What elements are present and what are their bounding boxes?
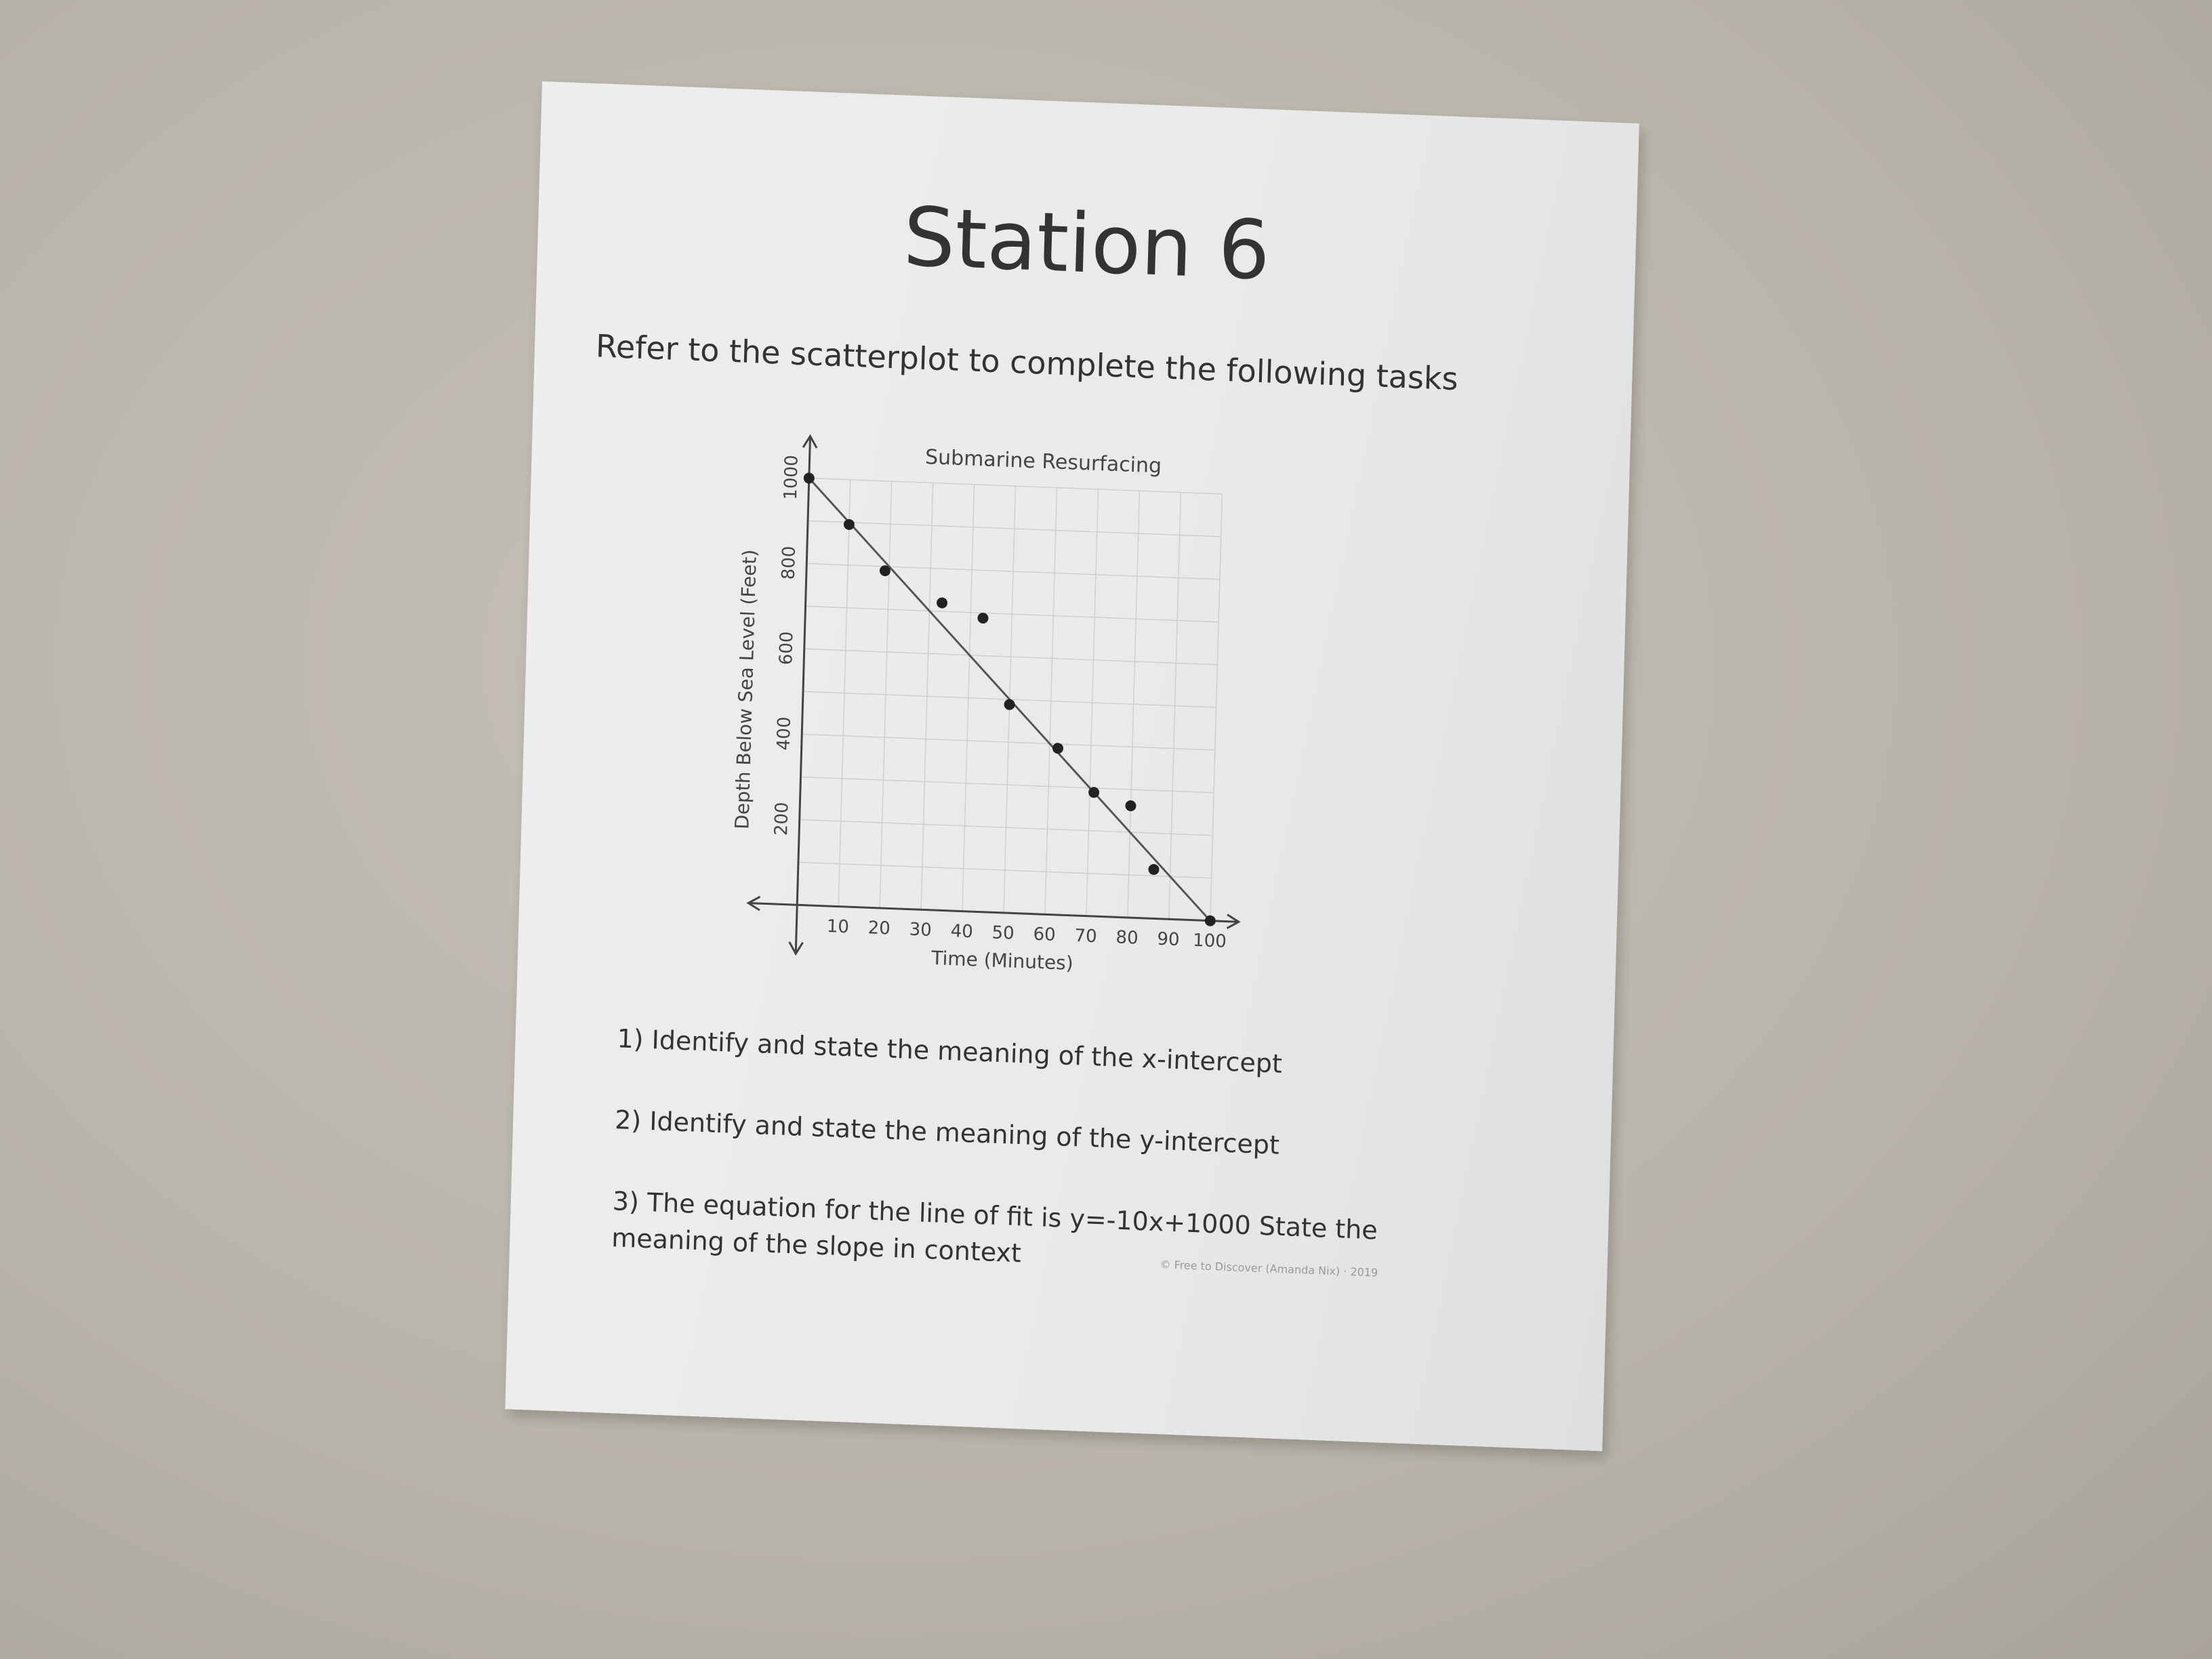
- arrow-left-icon: [746, 895, 761, 912]
- question-2: 2) Identify and state the meaning of the…: [614, 1105, 1280, 1160]
- arrow-up-icon: [802, 434, 818, 449]
- data-point: [1052, 743, 1064, 754]
- y-tick-label: 200: [771, 802, 792, 836]
- data-point: [843, 518, 855, 530]
- data-point: [1204, 915, 1216, 926]
- x-tick-label: 90: [1157, 929, 1180, 950]
- x-tick-label: 10: [826, 916, 849, 937]
- data-point: [879, 565, 890, 577]
- x-tick-label: 60: [1033, 924, 1056, 945]
- y-tick-label: 400: [774, 716, 795, 751]
- grid-line-horizontal: [804, 648, 1218, 665]
- data-point: [803, 472, 815, 484]
- data-point: [1088, 787, 1100, 798]
- arrow-down-icon: [788, 941, 804, 956]
- y-tick-label: 800: [779, 546, 800, 580]
- x-tick-label: 20: [867, 918, 890, 939]
- data-point: [977, 613, 989, 624]
- x-tick-label: 50: [991, 922, 1015, 943]
- grid-line-horizontal: [806, 562, 1220, 580]
- x-tick-label: 100: [1193, 930, 1227, 952]
- grid-line-horizontal: [808, 477, 1223, 495]
- data-point: [1125, 800, 1136, 812]
- grid-line-horizontal: [798, 861, 1212, 879]
- grid-line-horizontal: [799, 819, 1213, 836]
- page-title: Station 6: [902, 190, 1271, 299]
- y-tick-label: 1000: [781, 455, 802, 500]
- y-axis-label: Depth Below Sea Level (Feet): [731, 549, 761, 830]
- x-axis-label: Time (Minutes): [930, 947, 1073, 975]
- data-point: [1004, 699, 1015, 710]
- x-tick-label: 70: [1074, 926, 1097, 947]
- worksheet-paper: Station 6 Refer to the scatterplot to co…: [505, 81, 1639, 1452]
- x-tick-label: 80: [1115, 927, 1139, 948]
- grid-line-horizontal: [805, 605, 1219, 623]
- y-axis: [794, 437, 811, 953]
- instructions: Refer to the scatterplot to complete the…: [595, 327, 1459, 398]
- data-point: [1148, 863, 1160, 875]
- grid-line-horizontal: [802, 733, 1215, 751]
- x-axis: [750, 902, 1237, 923]
- y-tick-label: 600: [776, 631, 797, 665]
- x-tick-label: 30: [909, 920, 932, 941]
- grid-line-horizontal: [800, 776, 1214, 794]
- arrow-right-icon: [1226, 914, 1241, 929]
- question-1: 1) Identify and state the meaning of the…: [616, 1023, 1283, 1079]
- scatterplot: Submarine Resurfacing Time (Minutes) Depth…: [731, 434, 1241, 975]
- data-point: [937, 597, 948, 609]
- chart-title: Submarine Resurfacing: [925, 445, 1162, 478]
- x-tick-label: 40: [950, 921, 973, 942]
- grid-line-horizontal: [808, 520, 1221, 537]
